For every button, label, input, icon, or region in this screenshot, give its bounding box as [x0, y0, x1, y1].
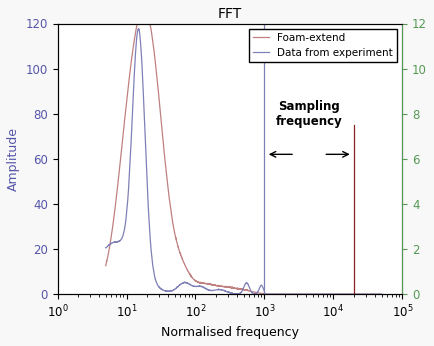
Foam-extend [140, 4, 145, 9]
Data from experiment [344, 292, 349, 296]
Line: Data from experiment: Data from experiment [106, 29, 381, 294]
Legend: Foam-extend, Data from experiment: Foam-extend, Data from experiment [249, 29, 397, 62]
Text: Sampling
frequency: Sampling frequency [276, 100, 343, 128]
Y-axis label: Amplitude: Amplitude [7, 127, 20, 191]
Foam-extend [221, 284, 226, 289]
Foam-extend [135, 21, 140, 26]
Data from experiment [135, 31, 140, 35]
X-axis label: Normalised frequency: Normalised frequency [161, 326, 299, 339]
Foam-extend [379, 292, 384, 296]
Data from experiment [209, 289, 214, 293]
Foam-extend [344, 292, 349, 296]
Title: FFT: FFT [218, 7, 242, 21]
Line: Foam-extend: Foam-extend [106, 7, 381, 294]
Data from experiment [379, 292, 384, 296]
Foam-extend [374, 292, 379, 296]
Data from experiment [136, 27, 141, 31]
Foam-extend [262, 292, 267, 296]
Data from experiment [103, 246, 108, 250]
Foam-extend [103, 264, 108, 268]
Data from experiment [374, 292, 379, 296]
Foam-extend [209, 283, 214, 287]
Data from experiment [262, 292, 267, 296]
Foam-extend [151, 46, 156, 51]
Data from experiment [221, 288, 226, 292]
Data from experiment [151, 270, 156, 274]
